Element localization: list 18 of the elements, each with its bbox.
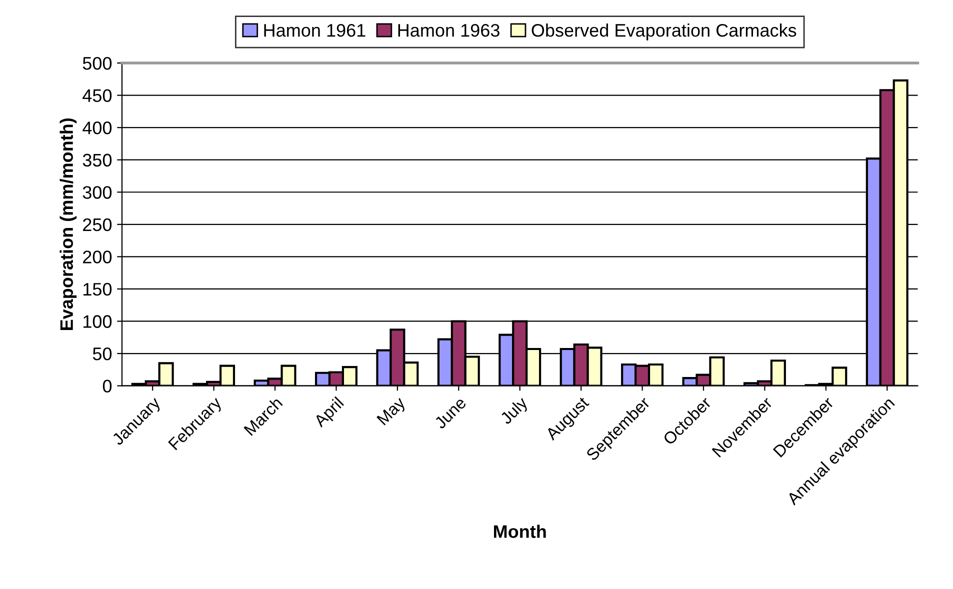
y-tick-label: 350 [82, 154, 112, 167]
y-tick-label: 200 [83, 250, 112, 264]
x-tick-label: July [499, 396, 531, 428]
legend-label: Observed Evaporation Carmacks [532, 23, 796, 40]
y-tick-label: 500 [82, 56, 112, 70]
y-tick-label: 300 [82, 186, 112, 199]
y-tick-label: 100 [84, 315, 112, 328]
x-tick-label: May [376, 396, 408, 428]
legend-label: Hamon 1963 [398, 24, 500, 37]
y-tick-label: 250 [83, 218, 112, 232]
y-tick-label: 400 [82, 122, 112, 134]
x-axis-title: Month [494, 524, 546, 538]
legend-label: Hamon 1961 [264, 24, 366, 37]
y-axis-title: Evaporation (mm/month) [60, 118, 77, 330]
y-tick-label: 50 [92, 347, 112, 360]
y-tick-label: 150 [84, 282, 112, 296]
y-tick-label: 0 [102, 380, 112, 393]
y-tick-label: 450 [82, 89, 112, 102]
